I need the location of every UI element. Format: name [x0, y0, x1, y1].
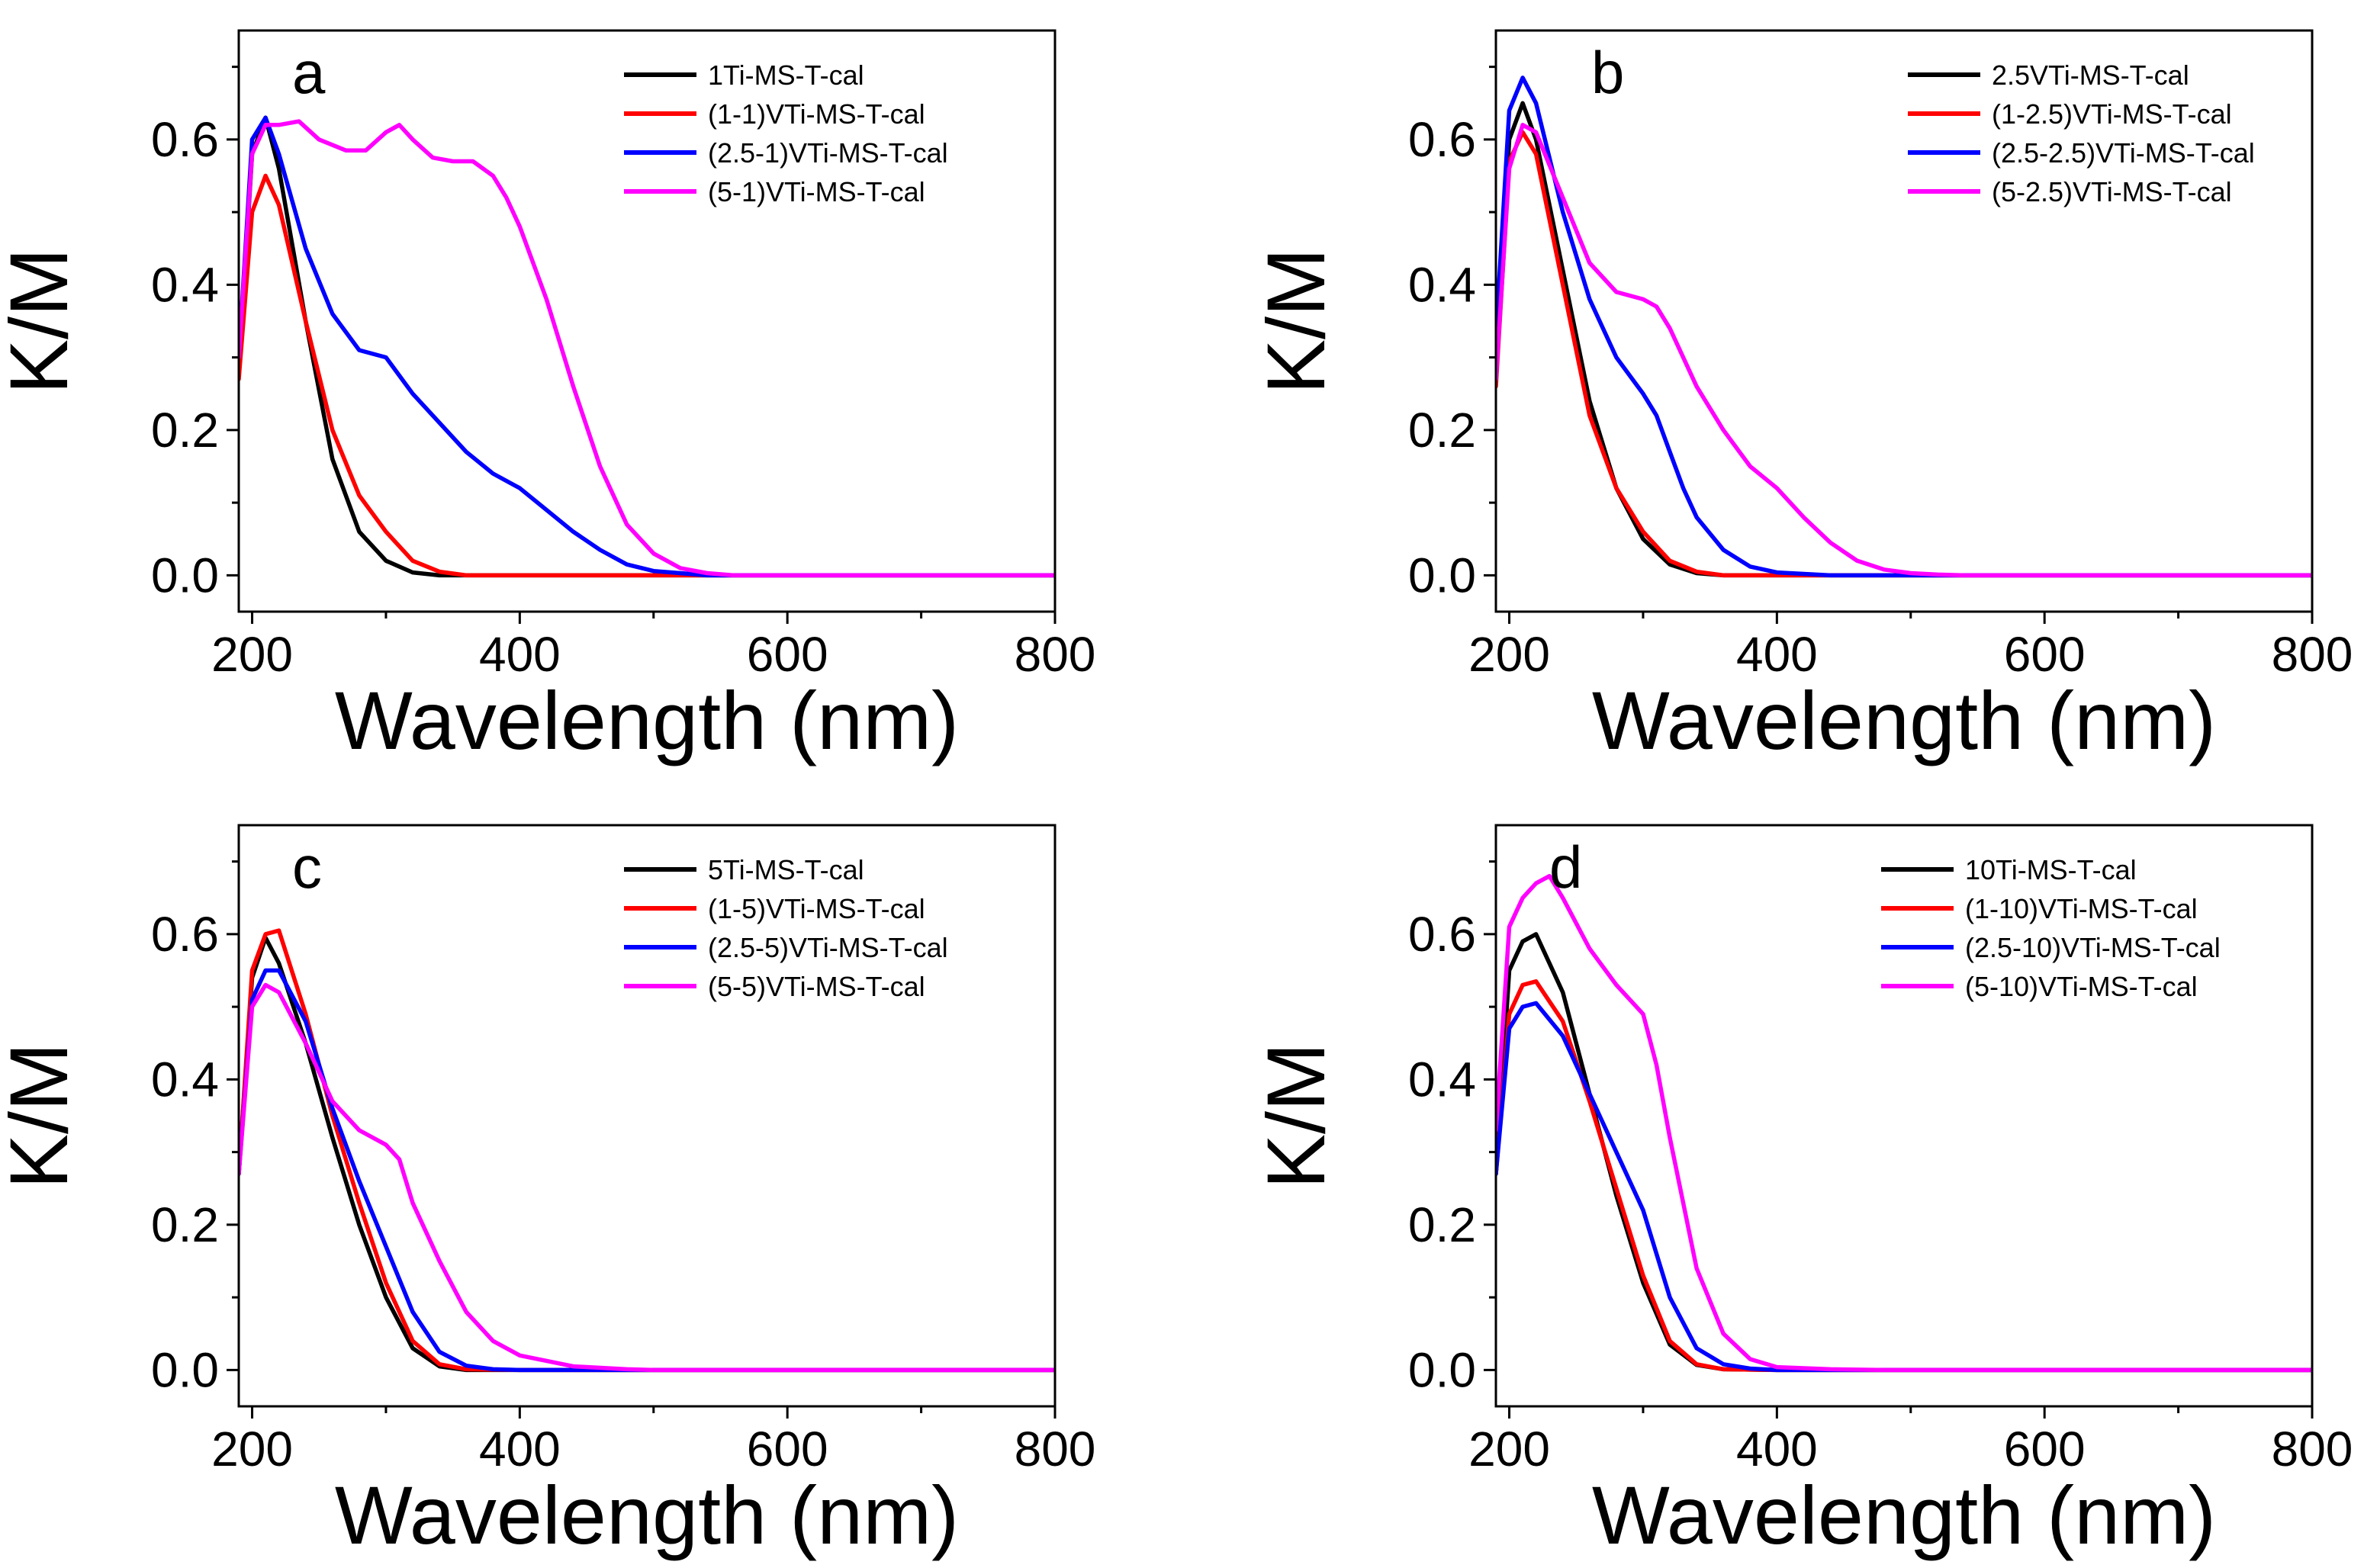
- x-tick-label: 200: [1468, 627, 1550, 682]
- series-line-c-1: [239, 928, 1055, 1373]
- x-tick-label: 800: [1015, 627, 1096, 682]
- series-line-c-0: [239, 935, 1055, 1373]
- legend-entry: (5-5)VTi-MS-T-cal: [708, 971, 925, 1002]
- series-line-a-2: [239, 115, 1055, 578]
- y-tick-label: 0.0: [151, 1342, 219, 1397]
- series-line-b-3: [1496, 123, 2312, 578]
- panel-label: c: [292, 834, 322, 901]
- y-tick-label: 0.2: [1408, 403, 1476, 458]
- x-axis-title: Wavelength (nm): [1592, 1469, 2216, 1561]
- y-tick-label: 0.4: [1408, 1052, 1476, 1107]
- plot-frame: [237, 824, 1057, 1408]
- chart-panel-b: 200 400 600 800 0.0 0.2 0.4 0.6 Wavelength (nm) K…: [1250, 29, 2353, 766]
- y-tick-label: 0.4: [1408, 257, 1476, 312]
- legend-entry: (2.5-1)VTi-MS-T-cal: [708, 137, 948, 169]
- series-line-d-2: [1496, 1001, 2312, 1373]
- series-line-a-0: [239, 115, 1055, 578]
- series-line-b-0: [1496, 101, 2312, 578]
- y-tick-label: 0.4: [151, 257, 219, 312]
- y-tick-label: 0.2: [151, 403, 219, 458]
- x-tick-label: 800: [2272, 1422, 2353, 1476]
- panel-label: d: [1549, 834, 1582, 901]
- legend-entry: 10Ti-MS-T-cal: [1965, 854, 2137, 885]
- x-tick-label: 400: [479, 1422, 561, 1476]
- x-tick-label: 200: [211, 627, 293, 682]
- plot-frame: [237, 29, 1057, 613]
- y-tick-label: 0.6: [151, 907, 219, 962]
- y-axis-title: K/M: [1250, 248, 1342, 394]
- legend-entry: (1-2.5)VTi-MS-T-cal: [1992, 98, 2232, 130]
- legend-entry: 5Ti-MS-T-cal: [708, 854, 864, 885]
- series-line-c-2: [239, 968, 1055, 1373]
- y-tick-label: 0.6: [151, 112, 219, 167]
- series-line-a-3: [239, 119, 1055, 578]
- series-line-a-1: [239, 173, 1055, 578]
- x-tick-label: 200: [211, 1422, 293, 1476]
- x-tick-label: 200: [1468, 1422, 1550, 1476]
- panel-label: b: [1591, 39, 1624, 106]
- y-tick-label: 0.0: [151, 548, 219, 602]
- legend-entry: (1-1)VTi-MS-T-cal: [708, 98, 925, 130]
- legend-entry: (1-5)VTi-MS-T-cal: [708, 893, 925, 924]
- y-tick-label: 0.6: [1408, 112, 1476, 167]
- y-axis-title: K/M: [1250, 1043, 1342, 1189]
- y-tick-label: 0.2: [151, 1197, 219, 1252]
- x-axis-title: Wavelength (nm): [1592, 674, 2216, 766]
- legend-entry: 1Ti-MS-T-cal: [708, 59, 864, 91]
- chart-panel-c: 200 400 600 800 0.0 0.2 0.4 0.6 Wavelength (nm) K…: [0, 824, 1096, 1561]
- x-tick-label: 600: [747, 1422, 828, 1476]
- x-tick-label: 600: [747, 627, 828, 682]
- legend-entry: (5-2.5)VTi-MS-T-cal: [1992, 176, 2232, 207]
- legend-entry: (5-1)VTi-MS-T-cal: [708, 176, 925, 207]
- y-tick-label: 0.0: [1408, 1342, 1476, 1397]
- legend-entry: (2.5-2.5)VTi-MS-T-cal: [1992, 137, 2255, 169]
- x-tick-label: 600: [2004, 1422, 2086, 1476]
- panel-label: a: [292, 39, 326, 106]
- series-line-d-3: [1496, 873, 2312, 1373]
- chart-panel-a: 200 400 600 800 0.0 0.2 0.4 0.6 Wavelength (nm) K…: [0, 29, 1096, 766]
- y-tick-label: 0.2: [1408, 1197, 1476, 1252]
- series-line-b-2: [1496, 76, 2312, 578]
- series-line-d-1: [1496, 979, 2312, 1373]
- y-tick-label: 0.6: [1408, 907, 1476, 962]
- y-axis-title: K/M: [0, 1043, 85, 1189]
- chart-panel-d: 200 400 600 800 0.0 0.2 0.4 0.6 Wavelength (nm) K…: [1250, 824, 2353, 1561]
- x-tick-label: 800: [1015, 1422, 1096, 1476]
- x-tick-label: 600: [2004, 627, 2086, 682]
- legend-entry: (2.5-5)VTi-MS-T-cal: [708, 932, 948, 963]
- x-axis-title: Wavelength (nm): [335, 674, 959, 766]
- plot-frame: [1494, 824, 2314, 1408]
- x-tick-label: 400: [479, 627, 561, 682]
- legend-entry: (2.5-10)VTi-MS-T-cal: [1965, 932, 2221, 963]
- series-line-c-3: [239, 982, 1055, 1373]
- legend-entry: (1-10)VTi-MS-T-cal: [1965, 893, 2198, 924]
- legend-entry: (5-10)VTi-MS-T-cal: [1965, 971, 2198, 1002]
- x-tick-label: 400: [1736, 1422, 1818, 1476]
- x-axis-title: Wavelength (nm): [335, 1469, 959, 1561]
- y-tick-label: 0.4: [151, 1052, 219, 1107]
- x-tick-label: 800: [2272, 627, 2353, 682]
- y-tick-label: 0.0: [1408, 548, 1476, 602]
- x-tick-label: 400: [1736, 627, 1818, 682]
- plot-frame: [1494, 29, 2314, 613]
- legend-entry: 2.5VTi-MS-T-cal: [1992, 59, 2189, 91]
- y-axis-title: K/M: [0, 248, 85, 394]
